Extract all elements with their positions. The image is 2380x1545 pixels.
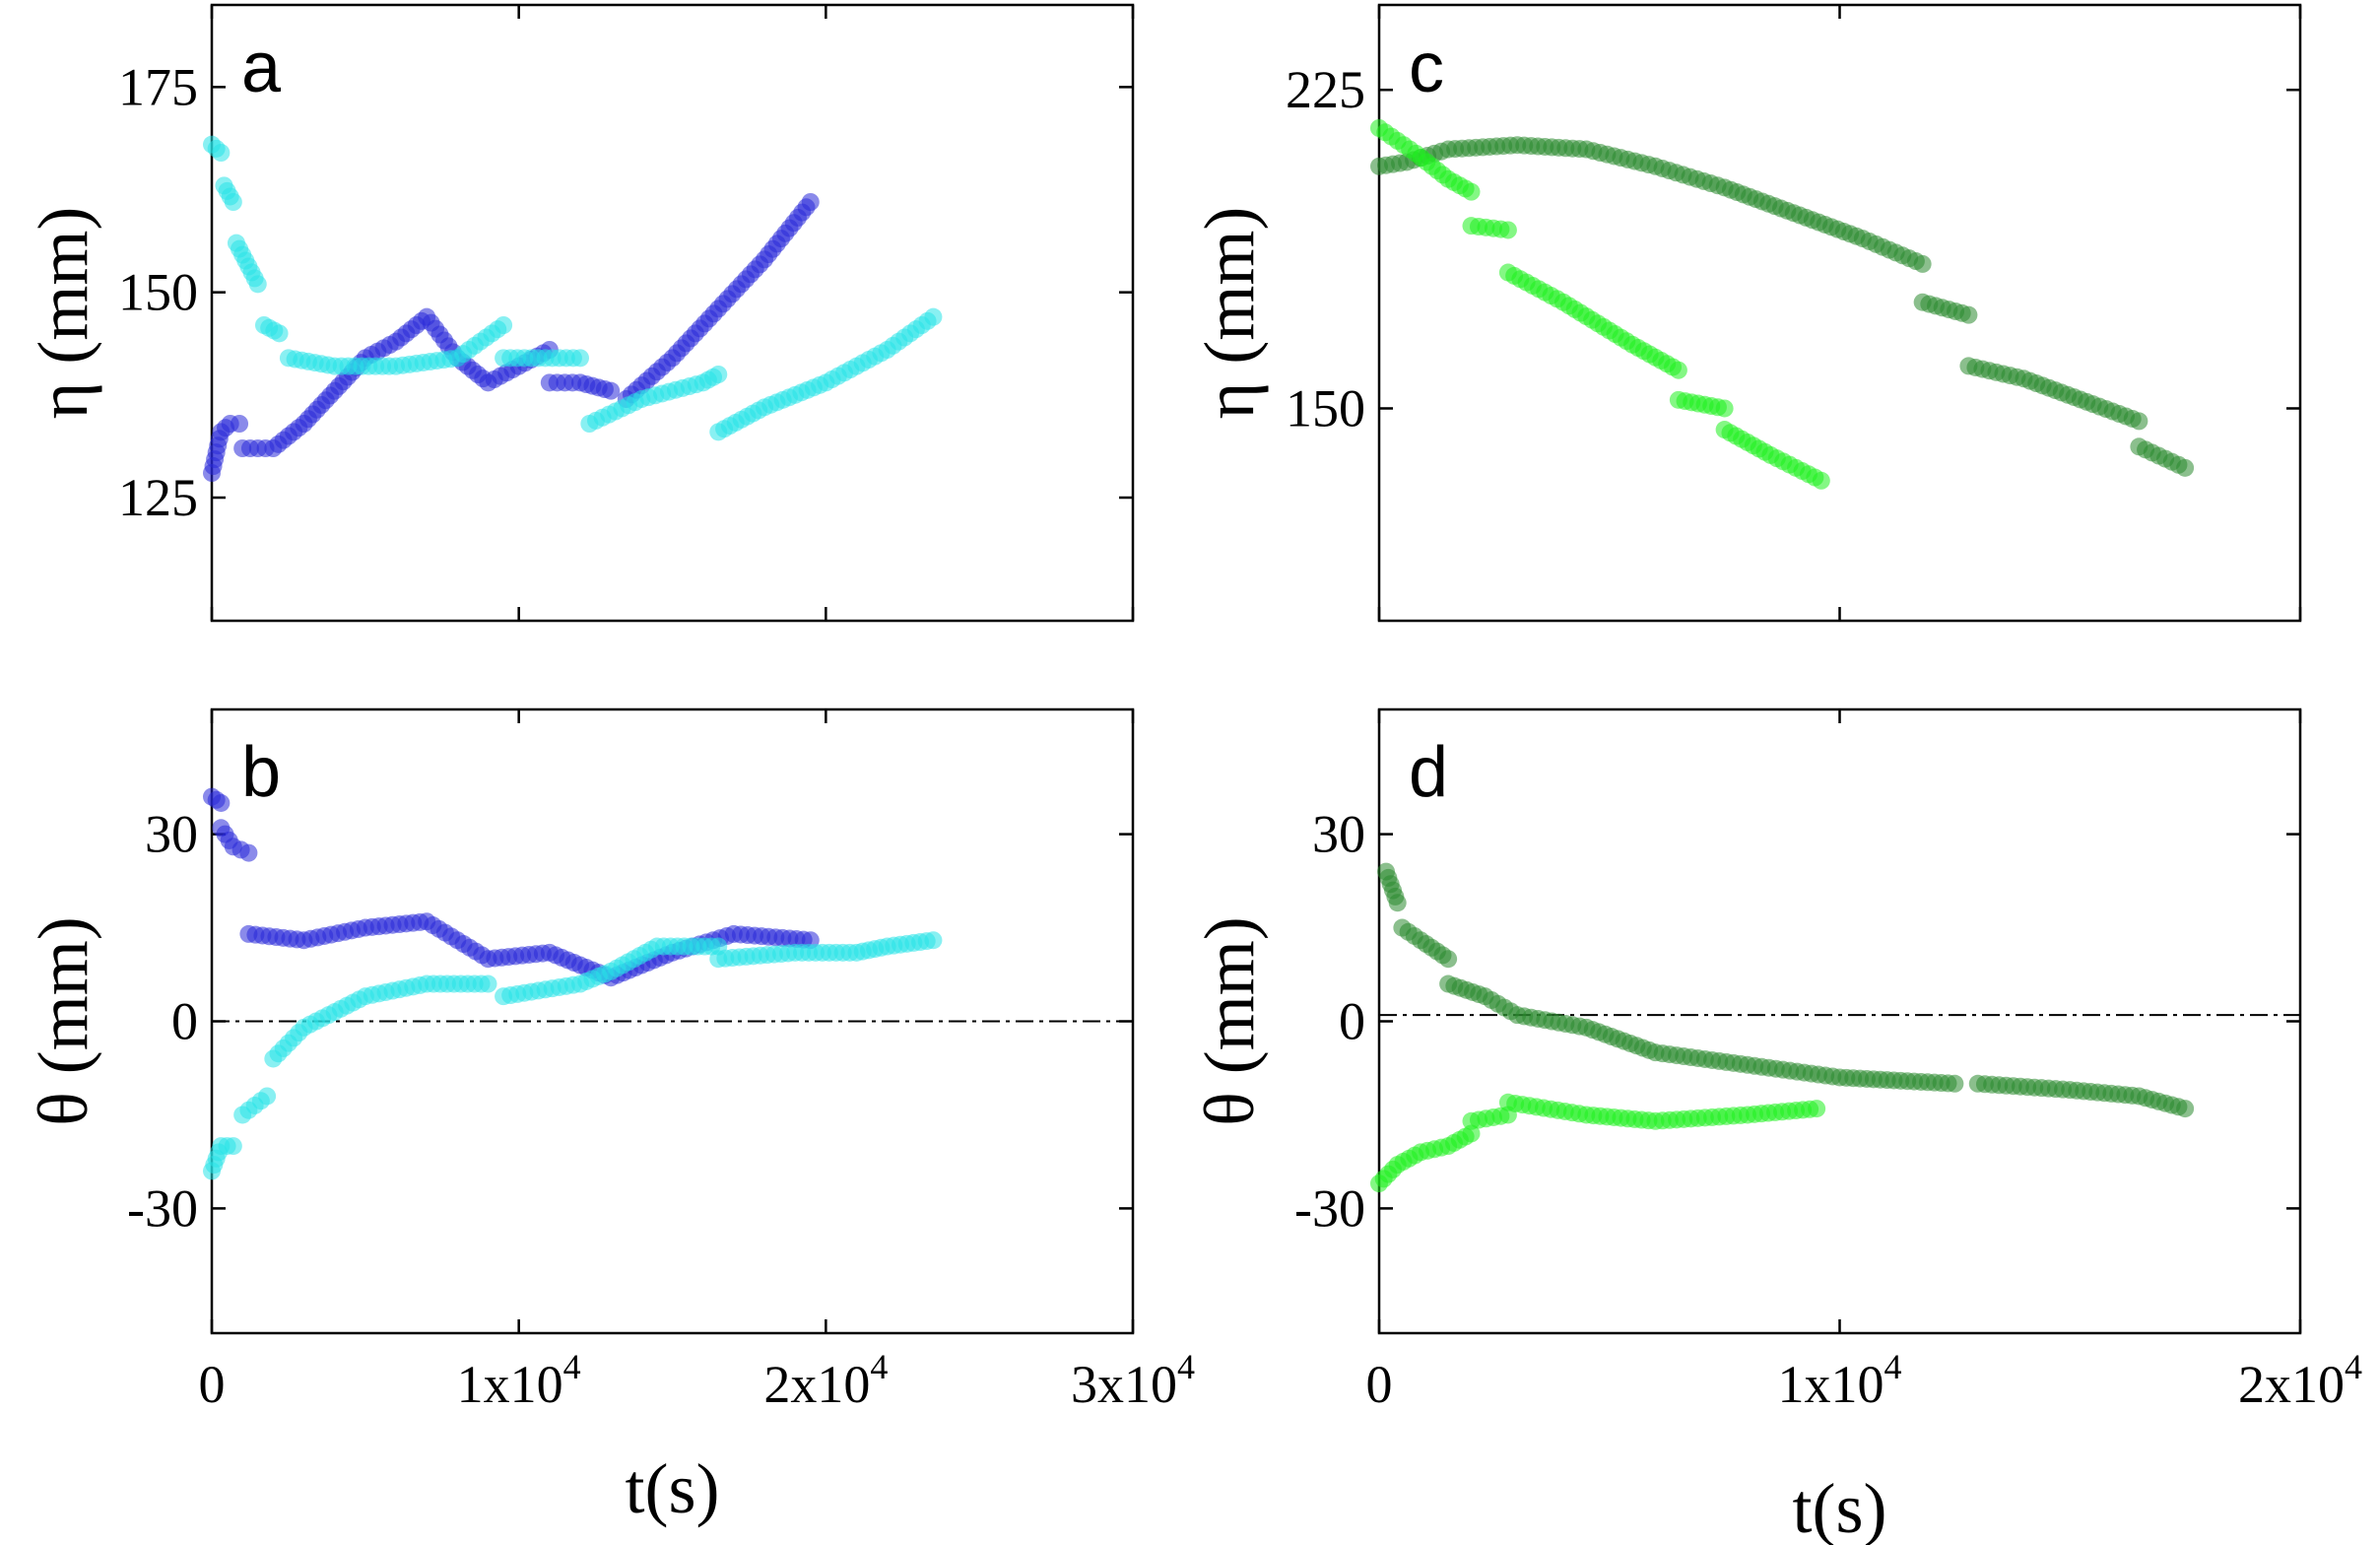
data-point — [1498, 221, 1517, 239]
panel-a: 125 150 175 η (mm) a — [24, 3, 1135, 623]
x-tick-label: 0 — [1366, 1355, 1393, 1414]
data-point — [1812, 471, 1830, 490]
x-tick-exponent: 4 — [1177, 1347, 1195, 1386]
plot-frame — [1377, 3, 2302, 623]
data-point — [801, 193, 820, 211]
plot-frame — [210, 3, 1135, 623]
y-tick-label: -30 — [127, 1178, 198, 1238]
data-point — [924, 307, 943, 326]
data-point — [602, 381, 621, 400]
x-tick-exponent: 4 — [870, 1347, 888, 1386]
data-point — [571, 349, 589, 368]
x-tick-label: 1x104 — [1778, 1347, 1902, 1414]
y-tick-label: -30 — [1294, 1178, 1365, 1238]
data-point — [1913, 254, 1932, 273]
x-tick-label: 2x104 — [763, 1347, 888, 1414]
data-point — [239, 843, 258, 862]
x-tick-base: 1x10 — [1778, 1355, 1884, 1414]
y-tick-label: 125 — [118, 468, 198, 527]
series-1 — [1370, 119, 1830, 490]
x-tick-label: 1x104 — [457, 1347, 581, 1414]
y-tick-label: 30 — [1312, 805, 1365, 864]
data-point — [1462, 1124, 1481, 1143]
data-point — [1946, 1074, 1964, 1093]
x-tick-label: 2x104 — [2238, 1347, 2362, 1414]
series-1 — [203, 135, 943, 441]
series-0 — [1370, 136, 2195, 477]
y-tick-label: 30 — [145, 805, 198, 864]
y-axis-label: θ (mm) — [24, 916, 102, 1125]
x-tick-label: 0 — [199, 1355, 226, 1414]
x-tick-base: 0 — [199, 1355, 226, 1414]
data-point — [1462, 182, 1481, 201]
x-tick-base: 1x10 — [457, 1355, 563, 1414]
panel-c: 150 225 η (mm) c — [1190, 3, 2302, 623]
data-point — [1439, 950, 1458, 969]
x-tick-exponent: 4 — [2345, 1347, 2362, 1386]
data-point — [1388, 894, 1407, 912]
panel-letter: a — [241, 29, 282, 107]
y-axis-label: η (mm) — [1190, 207, 1269, 420]
x-tick-base: 2x10 — [763, 1355, 870, 1414]
data-point — [212, 793, 231, 812]
data-point — [2176, 458, 2195, 477]
y-tick-label: 0 — [1339, 992, 1365, 1051]
y-tick-label: 150 — [118, 263, 198, 322]
y-axis-label: η (mm) — [24, 207, 102, 420]
x-tick-label: 3x104 — [1071, 1347, 1195, 1414]
x-tick-exponent: 4 — [1884, 1347, 1902, 1386]
x-axis-label: t(s) — [626, 1449, 720, 1528]
x-tick-base: 2x10 — [2238, 1355, 2345, 1414]
data-point — [1669, 361, 1687, 379]
y-tick-label: 225 — [1286, 60, 1365, 119]
panel-letter: b — [241, 733, 281, 812]
series-1 — [203, 931, 943, 1180]
data-point — [270, 324, 289, 343]
data-point — [495, 316, 513, 334]
x-axis-label: t(s) — [1793, 1469, 1887, 1545]
data-point — [1959, 305, 1978, 324]
data-point — [1808, 1100, 1826, 1118]
data-point — [2176, 1100, 2195, 1118]
data-point — [224, 1137, 242, 1156]
data-point — [2130, 412, 2149, 431]
panel-letter: d — [1409, 733, 1448, 812]
x-tick-base: 0 — [1366, 1355, 1393, 1414]
panel-letter: c — [1409, 29, 1444, 107]
y-tick-label: 175 — [118, 57, 198, 116]
y-tick-label: 150 — [1286, 378, 1365, 437]
x-tick-base: 3x10 — [1071, 1355, 1177, 1414]
series-0 — [1377, 862, 2195, 1118]
data-point — [231, 415, 249, 433]
data-point — [258, 1087, 277, 1106]
data-point — [248, 275, 267, 294]
y-tick-label: 0 — [171, 992, 198, 1051]
data-point — [212, 144, 231, 162]
y-axis-label: θ (mm) — [1190, 916, 1269, 1125]
x-tick-exponent: 4 — [563, 1347, 581, 1386]
data-point — [479, 974, 497, 993]
data-point — [924, 931, 943, 950]
data-point — [224, 193, 242, 211]
series-1 — [1370, 1093, 1826, 1193]
data-point — [1715, 399, 1734, 418]
series-0 — [203, 193, 820, 482]
data-point — [709, 366, 728, 383]
